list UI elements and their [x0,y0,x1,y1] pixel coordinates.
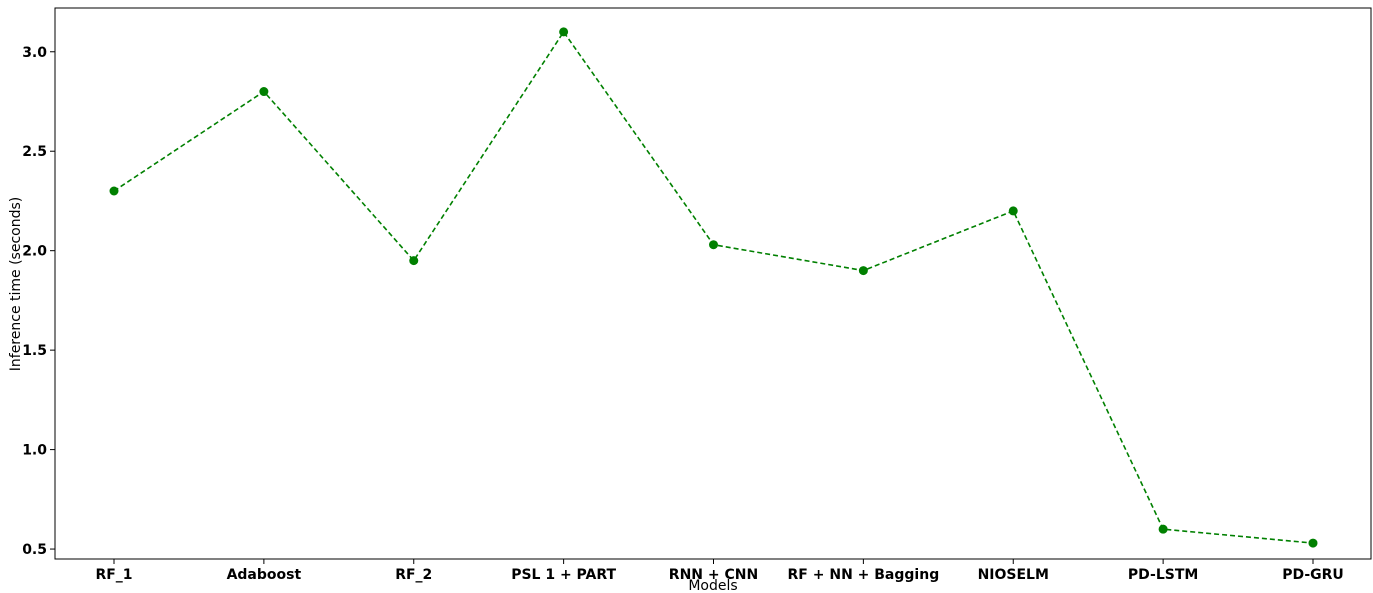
y-tick-label: 3.0 [22,45,47,61]
y-axis-title: Inference time (seconds) [8,197,24,371]
x-tick-label: PSL 1 + PART [511,567,616,583]
x-tick-label: Adaboost [227,567,302,583]
y-axis: 0.5 1.0 1.5 2.0 2.5 3.0 [22,45,55,558]
data-point [1008,206,1018,216]
data-point [409,256,419,266]
x-tick-label: NIOSELM [978,567,1049,583]
x-axis: RF_1 Adaboost RF_2 PSL 1 + PART RNN + CNN RF … [95,559,1344,583]
x-tick-label: RF_2 [395,567,432,583]
x-tick-label: RNN + CNN [669,567,758,583]
plot-area [54,7,1372,560]
data-point [1158,524,1168,534]
series-layer [109,27,1318,548]
data-point [259,87,269,97]
x-tick-label: PD-LSTM [1128,567,1198,583]
y-tick-label: 0.5 [22,542,47,558]
y-tick-label: 1.5 [22,343,47,359]
data-point [109,186,119,196]
data-point [1308,538,1318,548]
x-tick-label: RF_1 [95,567,132,583]
x-tick-label: RF + NN + Bagging [788,567,940,583]
y-tick-label: 2.5 [22,144,47,160]
data-point [858,266,868,276]
data-point [559,27,569,37]
y-tick-label: 2.0 [22,244,47,260]
y-tick-label: 1.0 [22,443,47,459]
data-point [709,240,718,250]
x-axis-title: Models [688,578,737,593]
x-tick-label: PD-GRU [1282,567,1344,583]
